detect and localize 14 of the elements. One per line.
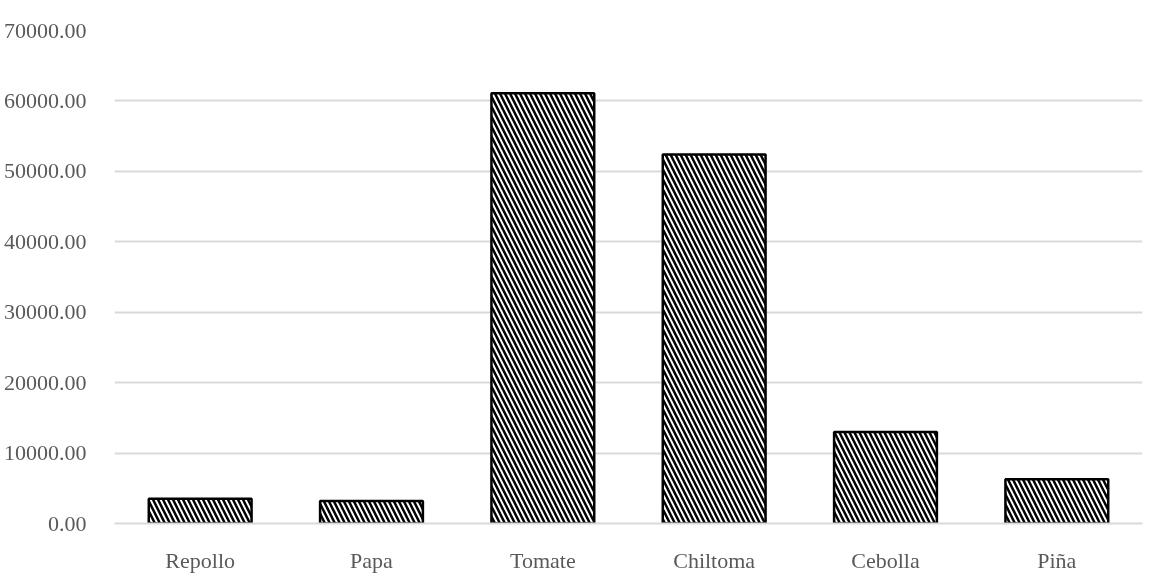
- y-tick-label: 20000.00: [4, 369, 87, 395]
- y-tick-label: 70000.00: [4, 17, 87, 43]
- x-tick-label: Chiltoma: [673, 547, 756, 573]
- y-tick-label: 50000.00: [4, 158, 87, 184]
- y-tick-label: 40000.00: [4, 228, 87, 254]
- x-tick-label: Cebolla: [851, 547, 920, 573]
- x-tick-label: Tomate: [510, 547, 576, 573]
- y-tick-label: 30000.00: [4, 299, 87, 325]
- x-tick-label: Repollo: [165, 547, 236, 573]
- y-tick-label: 0.00: [48, 510, 87, 536]
- x-tick-label: Papa: [350, 547, 394, 573]
- y-tick-label: 60000.00: [4, 87, 87, 113]
- y-tick-label: 10000.00: [4, 440, 87, 466]
- x-tick-label: Piña: [1037, 547, 1077, 573]
